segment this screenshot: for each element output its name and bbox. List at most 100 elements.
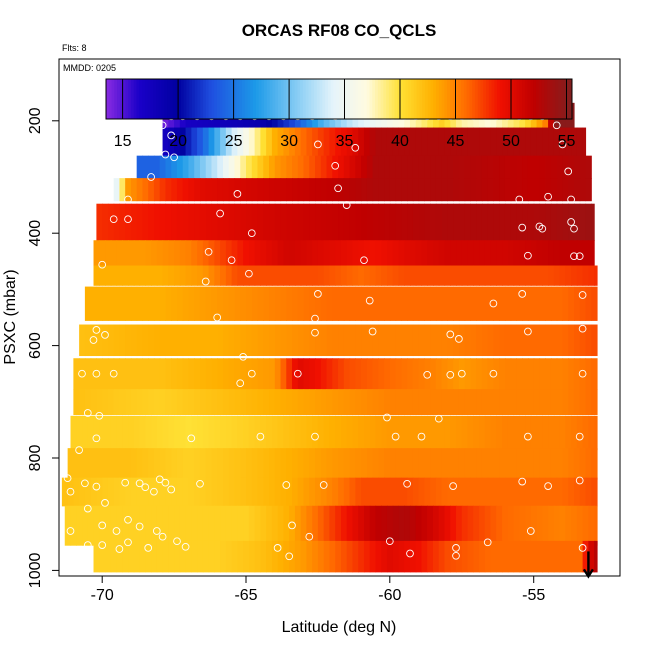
heatmap-cell [447, 203, 454, 241]
heatmap-cell [90, 448, 97, 480]
heatmap-cell [355, 324, 362, 357]
heatmap-cell [545, 389, 552, 416]
heatmap-cell [559, 265, 566, 286]
heatmap-cell [355, 155, 362, 179]
sample-point [95, 411, 104, 420]
heatmap-cell [490, 505, 497, 546]
heatmap-cell [490, 265, 497, 286]
heatmap-cell [407, 178, 414, 202]
colorbar-cell [239, 79, 243, 119]
heatmap-cell [522, 203, 529, 241]
sample-point [446, 370, 455, 379]
colorbar-cell [441, 79, 445, 119]
heatmap-cell [358, 540, 365, 573]
heatmap-cell [225, 540, 233, 573]
colorbar-cell [275, 79, 279, 119]
heatmap-cell [234, 358, 241, 390]
heatmap-cell [361, 448, 368, 480]
heatmap-cell [222, 358, 230, 390]
colorbar-cell [280, 79, 285, 119]
heatmap-cell [309, 203, 316, 241]
sample-point [515, 195, 524, 204]
heatmap-cell [107, 203, 115, 241]
heatmap-cell [102, 448, 109, 480]
heatmap-cell [464, 178, 471, 202]
heatmap-cell [378, 286, 385, 321]
heatmap-cell [571, 540, 578, 573]
heatmap-cell [320, 324, 328, 357]
heatmap-cell [513, 265, 520, 286]
heatmap-cell [326, 178, 333, 202]
colorbar-cell [161, 79, 165, 119]
heatmap-cell [484, 540, 492, 573]
heatmap-cell [539, 178, 546, 202]
sample-point [256, 432, 265, 441]
x-tick-label: -60 [378, 587, 401, 604]
heatmap-cell [568, 389, 575, 416]
heatmap-cell [320, 155, 328, 179]
heatmap-cell [277, 415, 284, 451]
sample-point [391, 432, 400, 441]
y-tick-label: 1000 [27, 553, 44, 589]
heatmap-cell [312, 540, 319, 573]
heatmap-cell [220, 505, 227, 546]
heatmap-cell [550, 389, 558, 416]
heatmap-cell [481, 389, 489, 416]
heatmap-cell [527, 448, 535, 480]
heatmap-cell [556, 203, 564, 241]
heatmap-cell [389, 155, 397, 179]
heatmap-cell [343, 203, 351, 241]
heatmap-cell [338, 389, 345, 416]
heatmap-cell [533, 155, 541, 179]
heatmap-cell [269, 477, 276, 507]
colorbar-cell [250, 79, 254, 119]
heatmap-cell [136, 155, 144, 179]
heatmap-cell [254, 240, 261, 267]
colorbar-cell [516, 79, 520, 119]
heatmap-cell [458, 448, 466, 480]
heatmap-cell [174, 127, 181, 162]
heatmap-cell [274, 477, 282, 507]
heatmap-cell [280, 324, 287, 357]
heatmap-cell [90, 477, 97, 507]
heatmap-cell [326, 324, 333, 357]
heatmap-cell [289, 265, 296, 286]
heatmap-cell [174, 415, 181, 451]
heatmap-cell [122, 505, 129, 546]
heatmap-cell [502, 265, 509, 286]
heatmap-cell [539, 324, 546, 357]
heatmap-cell [412, 286, 420, 321]
heatmap-cell [553, 240, 561, 267]
heatmap-cell [240, 155, 247, 179]
colorbar-cell [150, 79, 154, 119]
heatmap-cell [384, 477, 391, 507]
colorbar-cell [308, 79, 312, 119]
heatmap-cell [185, 415, 192, 451]
heatmap-cell [384, 155, 391, 179]
heatmap-cell [550, 358, 558, 390]
heatmap-cell [447, 389, 454, 416]
colorbar-cell [311, 79, 315, 119]
heatmap-cell [361, 477, 368, 507]
heatmap-cell [323, 240, 331, 267]
heatmap-cell [251, 155, 259, 179]
heatmap-cell [136, 324, 144, 357]
heatmap-cell [222, 448, 230, 480]
heatmap-cell [197, 540, 204, 573]
heatmap-cell [300, 265, 308, 286]
heatmap-cell [496, 540, 503, 573]
colorbar-gradient [106, 79, 573, 119]
heatmap-cell [340, 540, 348, 573]
heatmap-cell [504, 324, 512, 357]
heatmap-cell [533, 358, 541, 390]
colorbar-cell [472, 79, 476, 119]
heatmap-cell [113, 477, 121, 507]
heatmap-cell [280, 358, 287, 390]
heatmap-cell [165, 358, 172, 390]
heatmap-cell [217, 203, 224, 241]
heatmap-cell [441, 448, 448, 480]
heatmap-cell [556, 324, 564, 357]
sample-point [457, 369, 466, 378]
heatmap-cell [427, 240, 434, 267]
heatmap-cell [372, 203, 379, 241]
